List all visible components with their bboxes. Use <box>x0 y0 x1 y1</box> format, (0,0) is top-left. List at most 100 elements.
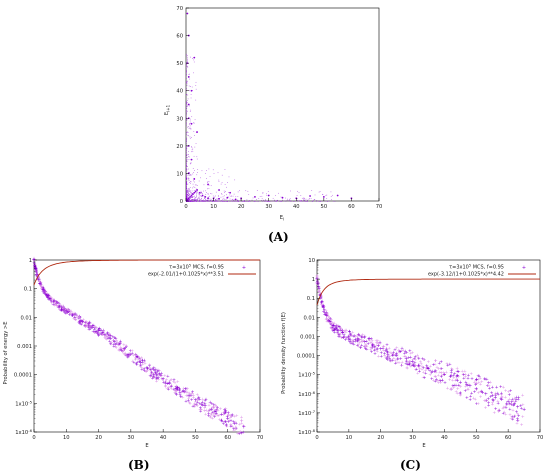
density-point: + <box>189 393 193 399</box>
density-point: + <box>411 361 415 367</box>
density-point <box>303 197 305 199</box>
density-point: + <box>34 265 38 271</box>
data-point: + <box>51 299 55 305</box>
density-point: + <box>484 405 488 411</box>
density-point <box>328 200 330 202</box>
data-point <box>190 122 193 125</box>
density-point: + <box>211 405 215 411</box>
density-point: + <box>336 331 340 337</box>
density-point <box>186 170 187 172</box>
density-point: + <box>325 316 329 322</box>
density-point: + <box>175 392 179 398</box>
density-point <box>187 193 188 195</box>
density-point <box>188 128 190 129</box>
density-point: + <box>434 374 438 380</box>
density-point <box>193 122 195 124</box>
density-point <box>193 186 195 188</box>
density-point: + <box>163 373 167 379</box>
density-point: + <box>407 355 411 361</box>
density-point: + <box>100 332 104 338</box>
density-point: + <box>138 364 142 370</box>
density-point: + <box>40 286 44 292</box>
density-point <box>300 200 302 202</box>
density-point: + <box>37 279 41 285</box>
density-point: + <box>356 337 360 343</box>
density-point: + <box>514 399 518 405</box>
density-point: + <box>344 337 348 343</box>
density-point: + <box>57 304 61 310</box>
density-point: + <box>478 376 482 382</box>
density-point: + <box>39 281 43 287</box>
density-point: + <box>348 332 352 338</box>
density-point <box>200 192 202 193</box>
density-point: + <box>500 390 504 396</box>
density-point <box>212 200 214 202</box>
density-point: + <box>449 387 453 393</box>
density-point: + <box>78 321 82 327</box>
density-point: + <box>440 370 444 376</box>
density-point <box>203 200 205 202</box>
density-point: + <box>51 297 55 303</box>
density-point: + <box>320 301 324 307</box>
density-point <box>325 195 327 197</box>
density-point: + <box>235 413 239 419</box>
density-point <box>203 184 205 186</box>
density-point <box>190 182 191 184</box>
density-point <box>195 85 197 86</box>
density-point <box>254 200 256 202</box>
density-point <box>236 200 237 202</box>
density-point: + <box>465 395 469 401</box>
density-point <box>188 193 189 195</box>
data-point: + <box>493 396 497 402</box>
density-point: + <box>501 411 505 417</box>
density-point: + <box>212 413 216 419</box>
density-point <box>194 181 195 183</box>
density-point: + <box>466 386 470 392</box>
chart-a-ylabel: Ei+1 <box>164 104 171 115</box>
density-point: + <box>49 297 53 303</box>
density-point: + <box>224 421 228 427</box>
density-point: + <box>119 346 123 352</box>
density-point: + <box>175 388 179 394</box>
density-point <box>189 174 191 176</box>
density-point: + <box>395 351 399 357</box>
density-point: + <box>358 340 362 346</box>
density-point: + <box>79 320 83 326</box>
density-point: + <box>234 425 238 431</box>
density-point: + <box>222 409 226 415</box>
density-point <box>186 192 187 194</box>
density-point: + <box>203 397 207 403</box>
density-point: + <box>512 399 516 405</box>
density-point: + <box>350 341 354 347</box>
density-point: + <box>405 358 409 364</box>
density-point: + <box>206 408 210 414</box>
density-point: + <box>462 376 466 382</box>
density-point <box>304 198 305 199</box>
density-point <box>238 200 240 202</box>
density-point: + <box>363 346 367 352</box>
density-point: + <box>196 399 200 405</box>
density-point: + <box>156 375 160 381</box>
density-point <box>204 197 206 199</box>
density-point: + <box>35 268 39 274</box>
density-point: + <box>107 336 111 342</box>
density-point: + <box>93 326 97 332</box>
data-point: + <box>347 334 351 340</box>
density-point: + <box>73 315 77 321</box>
density-point: + <box>324 317 328 323</box>
density-point: + <box>77 319 81 325</box>
density-point <box>210 193 211 194</box>
x-tick-label: 30 <box>265 204 272 210</box>
density-point <box>223 200 224 202</box>
density-point: + <box>80 319 84 325</box>
density-point: + <box>327 318 331 324</box>
density-point: + <box>69 311 73 317</box>
density-point: + <box>33 263 37 269</box>
density-point: + <box>68 309 72 315</box>
density-point: + <box>413 357 417 363</box>
density-point: + <box>370 338 374 344</box>
density-point <box>186 158 188 160</box>
data-point: + <box>320 300 324 306</box>
density-point <box>192 168 194 169</box>
density-point: + <box>446 385 450 391</box>
